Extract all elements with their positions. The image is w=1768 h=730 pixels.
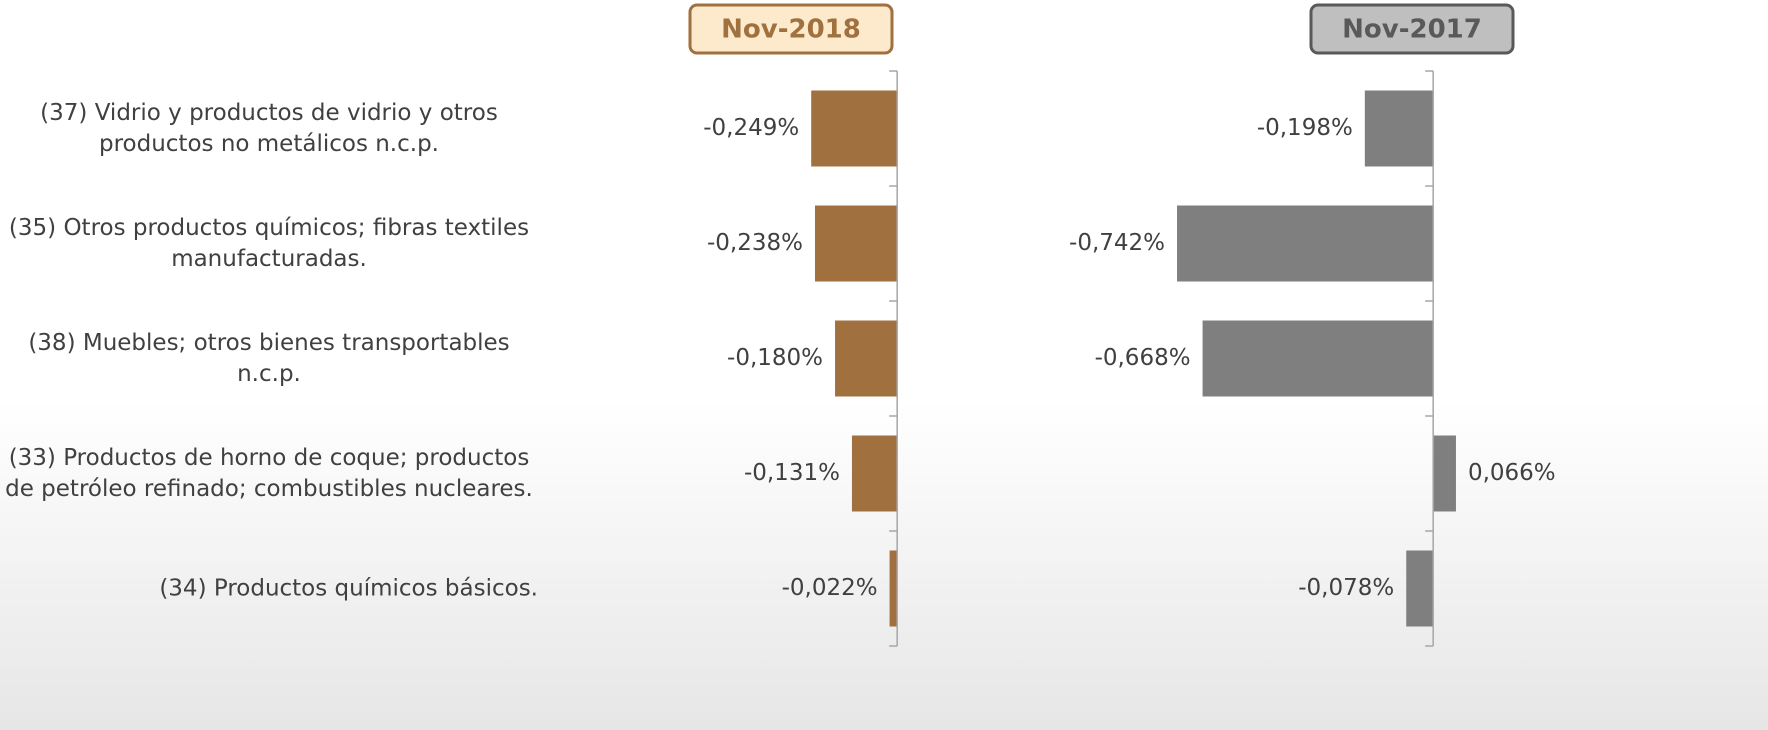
bar bbox=[1202, 320, 1434, 397]
bar bbox=[835, 320, 898, 397]
value-label: -0,022% bbox=[782, 575, 878, 601]
category-label: (35) Otros productos químicos; fibras te… bbox=[8, 214, 530, 272]
category-label: (34) Productos químicos básicos. bbox=[159, 575, 538, 601]
bar bbox=[1177, 205, 1434, 282]
legend-box bbox=[1309, 3, 1515, 55]
bar bbox=[851, 435, 898, 512]
bar bbox=[1433, 435, 1456, 512]
legend-label: Nov-2017 bbox=[1342, 15, 1482, 45]
legend-box bbox=[688, 3, 894, 55]
legend-label: Nov-2018 bbox=[721, 15, 861, 45]
bar bbox=[815, 205, 898, 282]
value-label: -0,742% bbox=[1069, 230, 1165, 256]
category-label: (38) Muebles; otros bienes transportable… bbox=[28, 329, 510, 387]
bar bbox=[811, 90, 898, 167]
bar bbox=[1406, 550, 1434, 627]
value-label: -0,180% bbox=[727, 345, 823, 371]
value-label: -0,078% bbox=[1298, 575, 1394, 601]
bar bbox=[889, 550, 898, 627]
value-label: -0,198% bbox=[1257, 115, 1353, 141]
value-label: 0,066% bbox=[1468, 460, 1556, 486]
bar bbox=[1364, 90, 1434, 167]
value-label: -0,238% bbox=[707, 230, 803, 256]
category-label: (33) Productos de horno de coque; produc… bbox=[5, 444, 533, 502]
value-label: -0,249% bbox=[703, 115, 799, 141]
value-label: -0,668% bbox=[1095, 345, 1191, 371]
value-label: -0,131% bbox=[744, 460, 840, 486]
category-label: (37) Vidrio y productos de vidrio y otro… bbox=[40, 99, 498, 157]
